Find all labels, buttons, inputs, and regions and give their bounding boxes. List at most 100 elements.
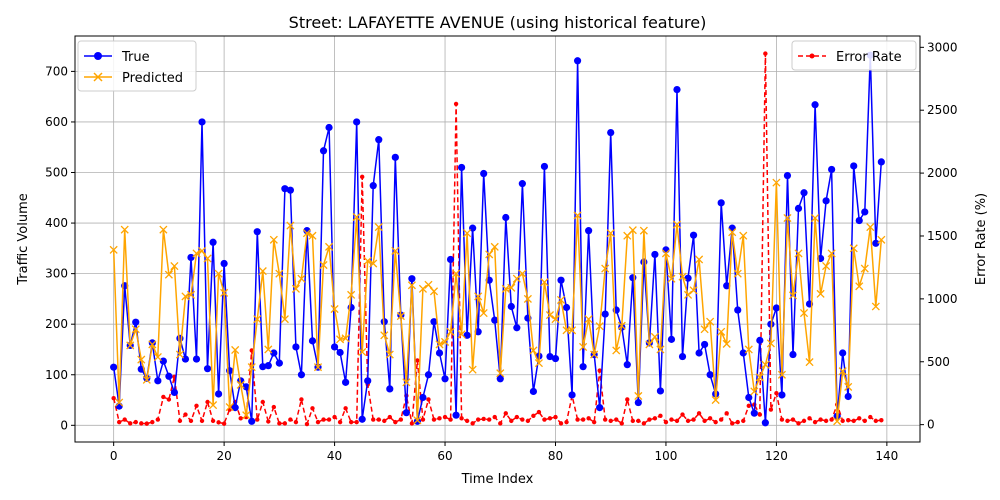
data-point-error-rate <box>420 417 426 422</box>
data-point-true <box>629 274 637 282</box>
data-point-predicted <box>606 229 615 238</box>
data-point-true <box>518 180 526 188</box>
series-line-predicted <box>112 181 883 423</box>
data-point-error-rate <box>387 414 393 420</box>
y-tick-label: 100 <box>45 368 68 382</box>
data-point-predicted <box>656 345 665 354</box>
data-point-true <box>800 189 808 197</box>
data-point-error-rate <box>343 406 348 411</box>
x-tick-label: 120 <box>765 449 788 463</box>
data-point-predicted <box>452 269 461 278</box>
y-tick-label: 200 <box>45 317 68 331</box>
data-point-predicted <box>579 342 588 352</box>
x-axis-label: Time Index <box>461 472 534 487</box>
x-tick-label: 80 <box>548 449 563 463</box>
data-point-true <box>601 310 609 318</box>
data-point-true <box>678 352 687 361</box>
data-point-true <box>739 349 747 357</box>
data-point-true <box>573 57 582 65</box>
data-point-true <box>132 318 140 326</box>
x-tick-label: 60 <box>437 449 452 463</box>
data-point-error-rate <box>730 421 735 426</box>
data-point-predicted <box>722 339 731 348</box>
data-point-predicted <box>695 255 704 264</box>
data-point-predicted <box>457 330 466 339</box>
data-point-error-rate <box>321 417 326 422</box>
data-point-predicted <box>429 287 439 296</box>
data-point-error-rate <box>525 418 531 424</box>
y2-tick-label: 2000 <box>927 166 958 180</box>
data-point-error-rate <box>409 421 415 426</box>
data-point-true <box>656 387 665 395</box>
data-point-predicted <box>474 292 483 301</box>
data-point-true <box>717 199 725 207</box>
data-point-error-rate <box>663 419 669 425</box>
data-point-error-rate <box>691 417 696 422</box>
data-point-predicted <box>302 229 312 238</box>
data-point-error-rate <box>116 419 122 425</box>
data-point-error-rate <box>188 418 194 424</box>
data-point-error-rate <box>459 416 464 421</box>
data-point-predicted <box>717 327 726 336</box>
data-point-predicted <box>424 280 433 289</box>
data-point-predicted <box>126 341 135 350</box>
data-point-true <box>358 415 366 423</box>
data-point-error-rate <box>315 419 321 425</box>
data-point-predicted <box>551 315 560 324</box>
legend-left-box <box>77 40 197 92</box>
data-point-error-rate <box>608 418 613 424</box>
data-point-predicted <box>203 254 212 263</box>
data-point-predicted <box>269 235 278 244</box>
data-point-predicted <box>363 256 372 266</box>
data-point-error-rate <box>680 412 685 417</box>
data-point-error-rate <box>177 418 183 424</box>
data-point-predicted <box>319 260 328 270</box>
data-point-error-rate <box>470 421 475 426</box>
data-point-true <box>342 378 350 386</box>
data-point-predicted <box>341 334 350 343</box>
data-point-true <box>220 259 228 268</box>
data-point-error-rate <box>636 418 641 424</box>
data-point-true <box>264 362 272 370</box>
data-point-true <box>325 123 333 132</box>
data-point-error-rate <box>840 418 845 424</box>
data-point-error-rate <box>199 418 205 424</box>
data-point-error-rate <box>210 418 216 424</box>
data-point-error-rate <box>685 418 691 424</box>
data-point-error-rate <box>216 420 221 425</box>
data-point-true <box>568 391 576 399</box>
data-point-error-rate <box>597 368 602 373</box>
data-point-error-rate <box>807 416 812 421</box>
data-point-predicted <box>788 291 798 300</box>
data-point-predicted <box>805 358 814 367</box>
legend-right-box <box>791 40 917 71</box>
legend-true-marker <box>94 52 102 60</box>
data-point-error-rate <box>144 421 149 426</box>
data-point-error-rate <box>531 413 536 419</box>
data-point-predicted <box>137 355 146 364</box>
data-point-error-rate <box>133 419 138 425</box>
data-point-predicted <box>761 360 770 369</box>
data-point-error-rate <box>393 419 398 425</box>
data-point-error-rate <box>647 417 652 422</box>
data-point-predicted <box>612 346 621 355</box>
data-point-true <box>187 253 195 262</box>
data-point-predicted <box>706 317 715 326</box>
y-tick-label: 400 <box>45 216 68 230</box>
data-point-true <box>170 388 179 397</box>
data-point-predicted <box>827 249 836 258</box>
data-point-error-rate <box>503 411 508 416</box>
data-point-predicted <box>120 225 129 234</box>
data-point-error-rate <box>437 416 442 421</box>
data-point-predicted <box>313 363 323 372</box>
data-point-error-rate <box>382 418 387 424</box>
data-point-error-rate <box>221 421 227 426</box>
chart-title: Street: LAFAYETTE AVENUE (using historic… <box>289 13 707 32</box>
data-point-predicted <box>440 337 450 346</box>
data-point-true <box>297 371 306 379</box>
data-point-true <box>839 349 847 357</box>
legend-left: True Predicted <box>77 40 197 92</box>
data-point-predicted <box>264 345 273 354</box>
data-point-error-rate <box>453 101 459 107</box>
data-point-predicted <box>148 340 157 349</box>
